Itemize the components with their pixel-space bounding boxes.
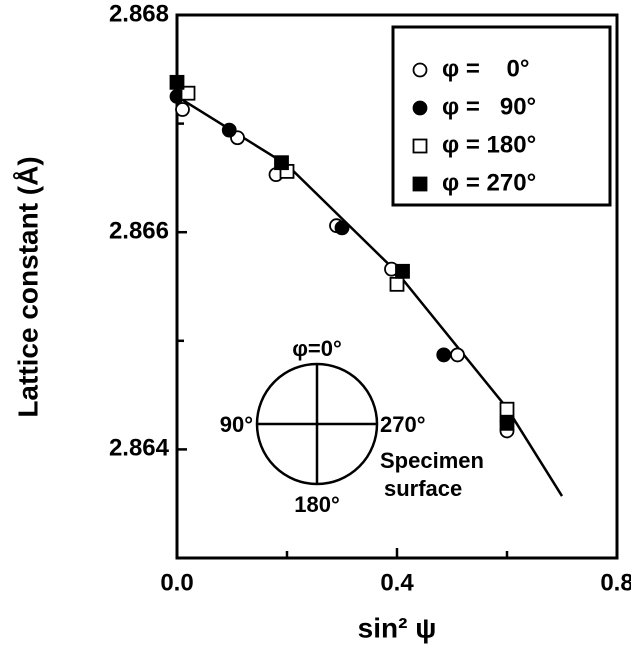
x-tick-label: 0.4 [380,569,414,596]
y-tick-label: 2.868 [109,0,169,27]
marker [175,102,190,117]
marker [499,415,515,431]
marker [436,347,452,363]
y-tick-label: 2.864 [109,435,170,462]
y-tick-label: 2.866 [109,218,169,245]
marker [274,155,289,171]
x-tick-label: 0.8 [600,569,631,596]
marker [499,401,515,417]
inset-label: 90° [220,412,253,437]
inset-label: 180° [294,492,340,517]
legend-box [391,25,612,207]
x-tick-label: 0.0 [160,569,193,596]
marker [169,74,185,90]
legend-label: φ = 0° [442,55,529,82]
marker [389,276,405,292]
inset-label: φ=0° [292,336,342,361]
legend-marker [412,62,428,78]
y-axis-label: Lattice constant (Å) [12,156,43,417]
legend-label: φ = 180° [442,131,536,158]
marker [395,263,410,279]
legend-label: φ = 270° [442,169,536,196]
legend-label: φ = 90° [442,93,536,120]
inset-label: Specimen [380,448,484,473]
inset-label: surface [384,476,462,501]
marker [221,122,237,138]
legend-marker [412,176,428,192]
inset: φ=0° 90° 270° 180° Specimen surface [220,336,484,517]
legend-marker [412,100,428,116]
x-axis-label: sin² ψ [358,612,437,643]
marker [180,85,196,101]
marker [334,220,350,236]
inset-label: 270° [380,412,426,437]
marker [450,347,465,363]
legend-marker [412,138,428,154]
